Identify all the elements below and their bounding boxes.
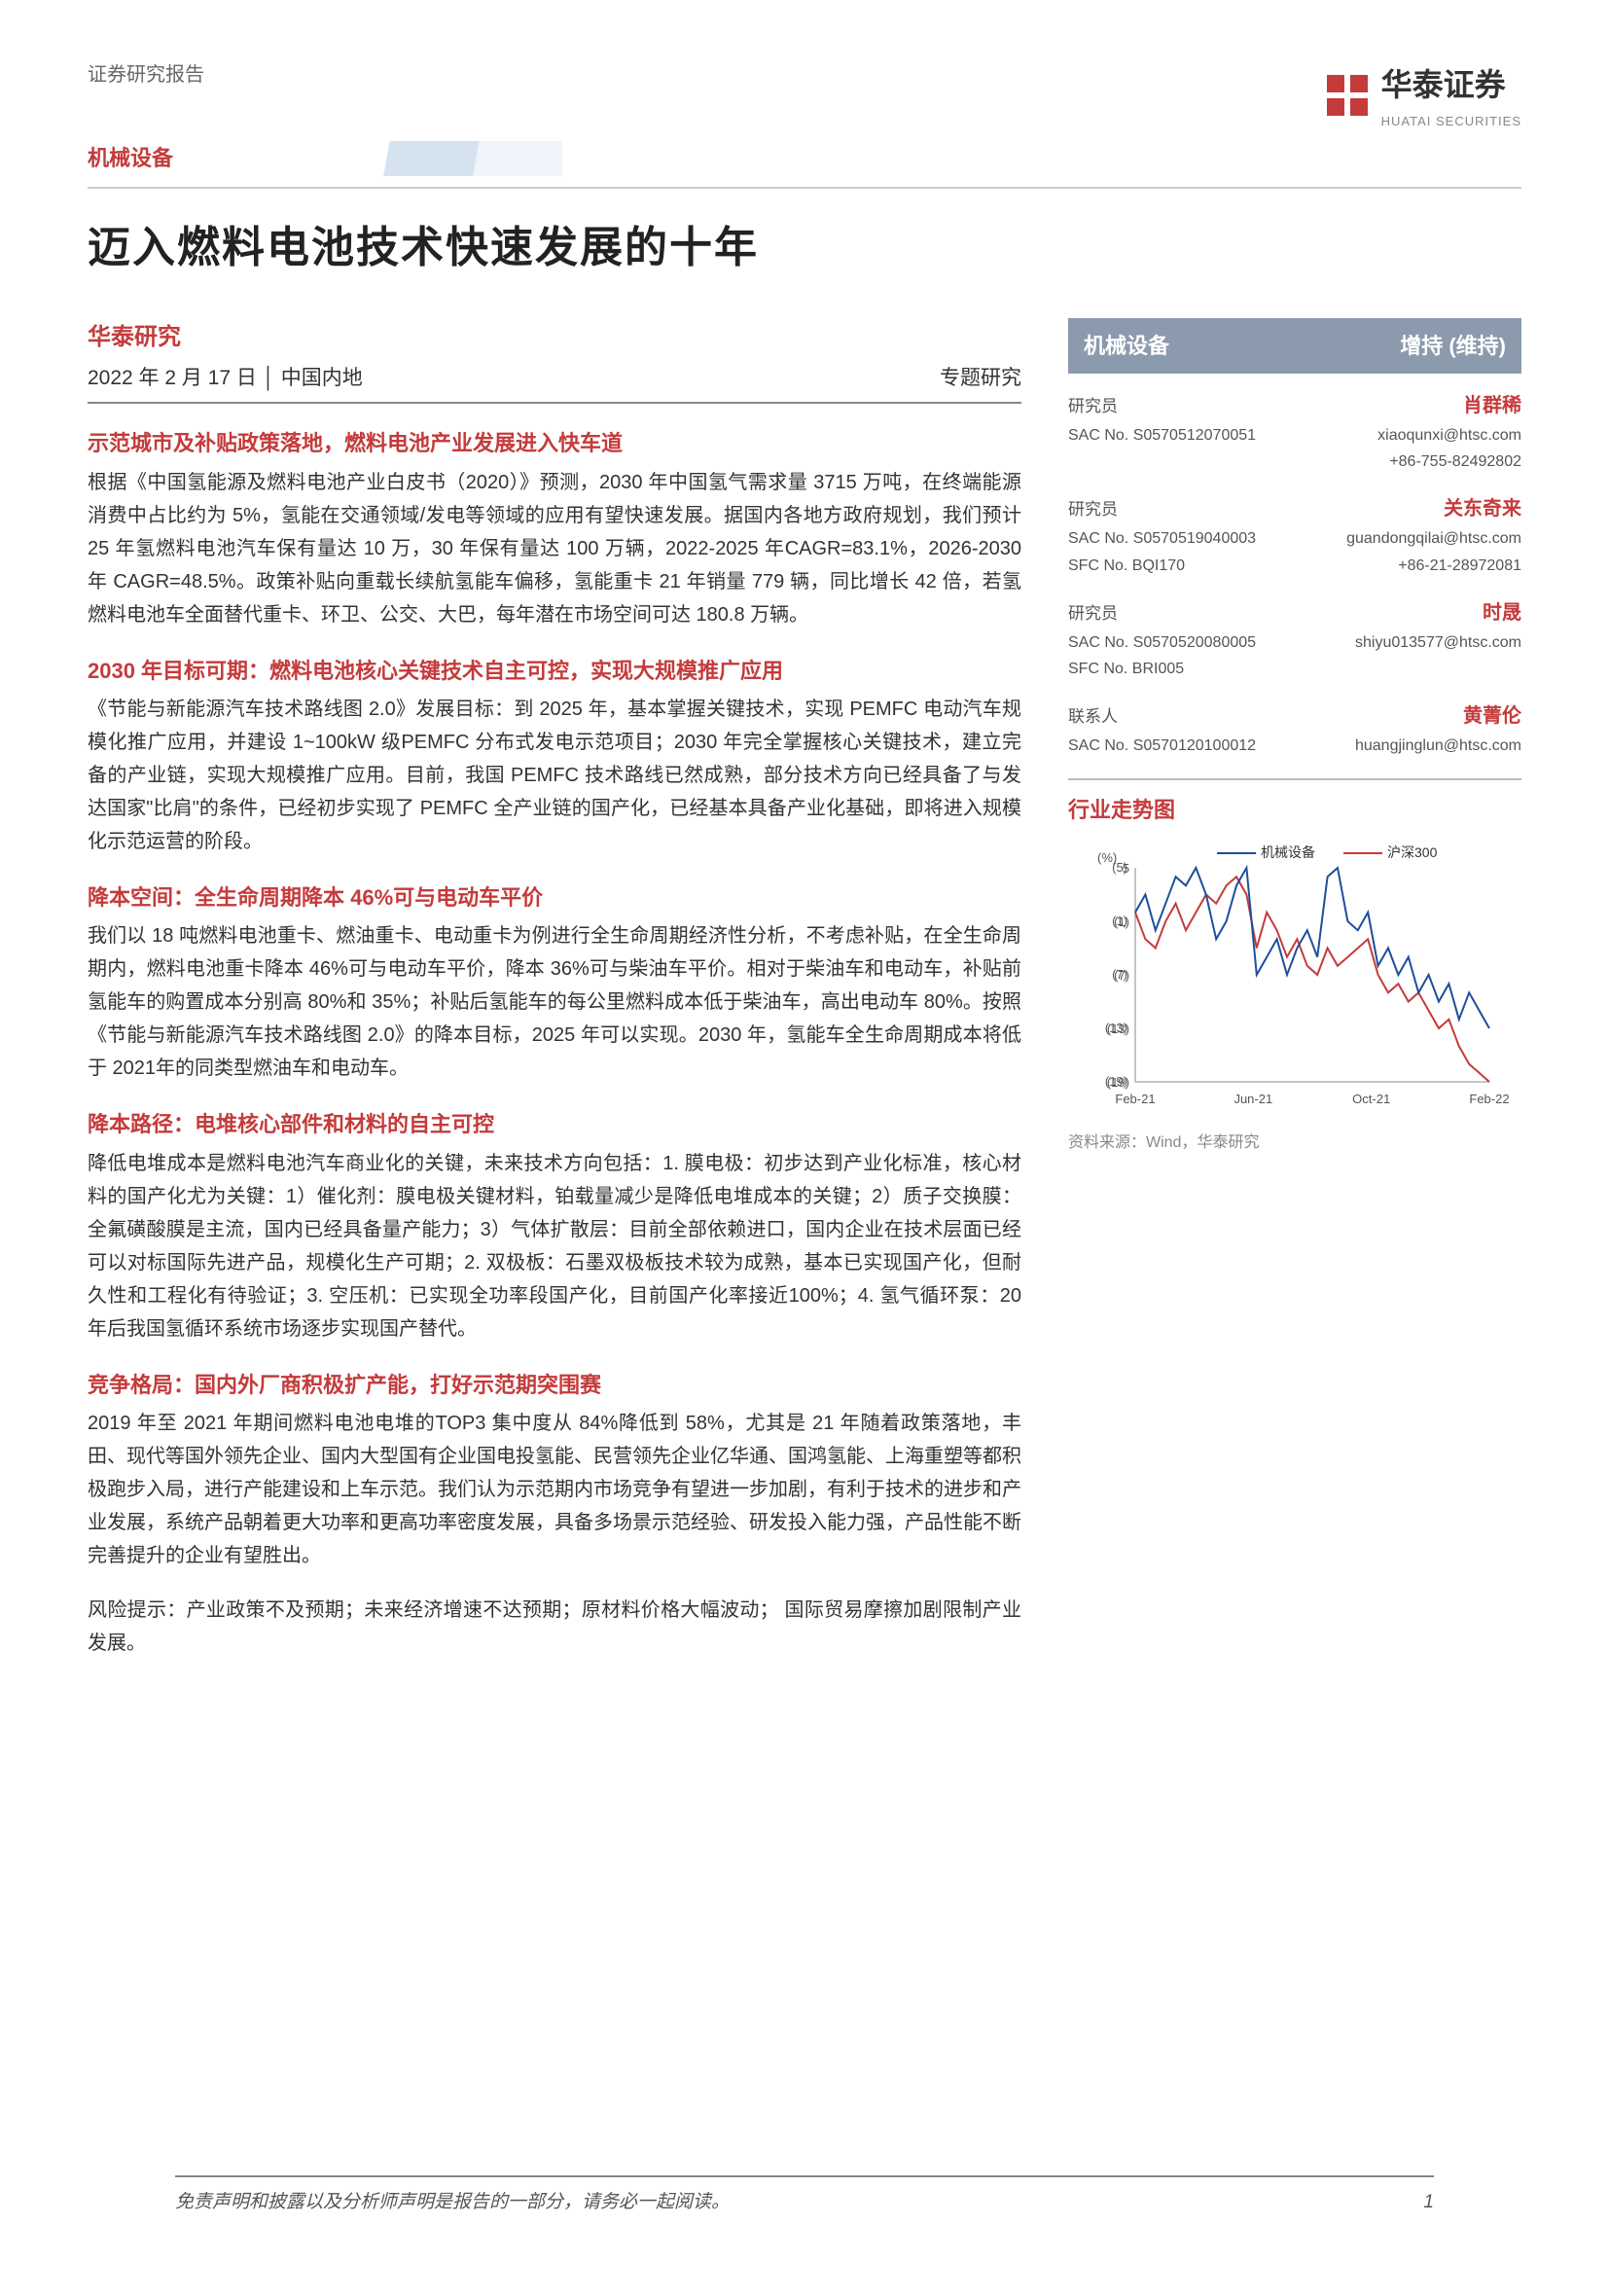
logo-icon	[1323, 71, 1372, 120]
brand-logo: 华泰证券 HUATAI SECURITIES	[1323, 58, 1521, 132]
section-heading: 降本空间：全生命周期降本 46%可与电动车平价	[88, 879, 1021, 915]
main-content: 华泰研究 2022 年 2 月 17 日 │ 中国内地 专题研究 示范城市及补贴…	[88, 318, 1021, 1660]
report-date: 2022 年 2 月 17 日	[88, 367, 257, 389]
section-heading: 示范城市及补贴政策落地，燃料电池产业发展进入快车道	[88, 425, 1021, 461]
research-source: 华泰研究	[88, 318, 1021, 358]
trend-chart: 机械设备沪深300(%)(5)(1)(7)(13)(19)5(1)(7)(13)…	[1068, 839, 1521, 1111]
svg-text:Feb-22: Feb-22	[1469, 1092, 1509, 1106]
chart-source: 资料来源：Wind，华泰研究	[1068, 1130, 1521, 1156]
sidebar-divider	[1068, 778, 1521, 780]
logo-subtext: HUATAI SECURITIES	[1381, 111, 1521, 132]
sidebar-sector: 机械设备	[1084, 328, 1169, 364]
section-body: 我们以 18 吨燃料电池重卡、燃油重卡、电动重卡为例进行全生命周期经济性分析，不…	[88, 919, 1021, 1085]
section-body: 2019 年至 2021 年期间燃料电池电堆的TOP3 集中度从 84%降低到 …	[88, 1407, 1021, 1572]
section-body: 降低电堆成本是燃料电池汽车商业化的关键，未来技术方向包括：1. 膜电极：初步达到…	[88, 1147, 1021, 1345]
footer-disclaimer: 免责声明和披露以及分析师声明是报告的一部分，请务必一起阅读。	[175, 2187, 730, 2218]
risk-disclosure: 风险提示：产业政策不及预期；未来经济增速不达预期；原材料价格大幅波动； 国际贸易…	[88, 1594, 1021, 1660]
header-divider	[88, 187, 1521, 189]
svg-text:(7): (7)	[1114, 968, 1129, 983]
page-footer: 免责声明和披露以及分析师声明是报告的一部分，请务必一起阅读。 1	[175, 2175, 1434, 2218]
chart-title: 行业走势图	[1068, 792, 1521, 828]
page-number: 1	[1423, 2187, 1434, 2218]
analyst-block: 研究员时晟SAC No. S0570520080005shiyu013577@h…	[1068, 596, 1521, 682]
header-decoration	[270, 141, 562, 176]
section-heading: 降本路径：电堆核心部件和材料的自主可控	[88, 1106, 1021, 1142]
svg-text:(19): (19)	[1107, 1075, 1129, 1090]
svg-text:沪深300: 沪深300	[1387, 844, 1438, 860]
svg-text:(1): (1)	[1114, 915, 1129, 929]
analyst-block: 研究员肖群稀SAC No. S0570512070051xiaoqunxi@ht…	[1068, 389, 1521, 475]
report-title: 迈入燃料电池技术快速发展的十年	[88, 212, 1521, 285]
svg-text:机械设备: 机械设备	[1261, 844, 1315, 860]
analyst-block: 联系人黄菁伦SAC No. S0570120100012huangjinglun…	[1068, 700, 1521, 759]
svg-text:Jun-21: Jun-21	[1234, 1092, 1272, 1106]
report-type: 专题研究	[940, 361, 1021, 396]
sector-label: 机械设备	[88, 140, 173, 176]
svg-text:5: 5	[1123, 861, 1129, 876]
svg-text:Oct-21: Oct-21	[1352, 1092, 1390, 1106]
section-heading: 2030 年目标可期：燃料电池核心关键技术自主可控，实现大规模推广应用	[88, 653, 1021, 689]
rating-value: 增持 (维持)	[1400, 328, 1506, 364]
doc-type-label: 证券研究报告	[88, 58, 204, 91]
date-location: 2022 年 2 月 17 日 │ 中国内地	[88, 361, 363, 396]
analyst-block: 研究员关东奇来SAC No. S0570519040003guandongqil…	[1068, 492, 1521, 578]
section-body: 根据《中国氢能源及燃料电池产业白皮书（2020）》预测，2030 年中国氢气需求…	[88, 466, 1021, 631]
svg-text:Feb-21: Feb-21	[1115, 1092, 1155, 1106]
sidebar: 机械设备 增持 (维持) 研究员肖群稀SAC No. S057051207005…	[1068, 318, 1521, 1660]
section-body: 《节能与新能源汽车技术路线图 2.0》发展目标：到 2025 年，基本掌握关键技…	[88, 693, 1021, 858]
logo-text: 华泰证券	[1381, 58, 1521, 111]
section-heading: 竞争格局：国内外厂商积极扩产能，打好示范期突围赛	[88, 1367, 1021, 1403]
report-location: 中国内地	[281, 367, 363, 389]
svg-text:(13): (13)	[1107, 1022, 1129, 1036]
rating-header: 机械设备 增持 (维持)	[1068, 318, 1521, 374]
